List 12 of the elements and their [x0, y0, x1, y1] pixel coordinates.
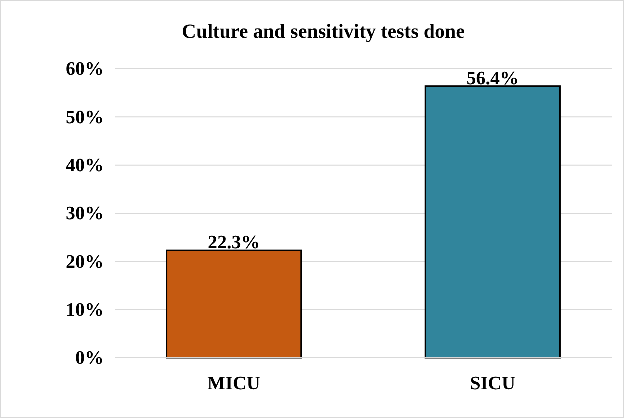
- y-tick-label: 50%: [66, 107, 104, 128]
- y-tick-label: 40%: [66, 155, 104, 176]
- y-tick-label: 60%: [66, 59, 104, 80]
- x-tick-label: MICU: [208, 374, 261, 394]
- data-label: 56.4%: [466, 68, 520, 90]
- y-tick-label: 30%: [66, 204, 104, 225]
- y-tick-label: 0%: [76, 348, 104, 370]
- y-tick-label: 10%: [66, 300, 104, 321]
- x-tick-label: SICU: [470, 374, 516, 394]
- chart-title: Culture and sensitivity tests done: [182, 21, 466, 43]
- y-tick-label: 20%: [66, 252, 104, 273]
- data-label: 22.3%: [208, 232, 260, 254]
